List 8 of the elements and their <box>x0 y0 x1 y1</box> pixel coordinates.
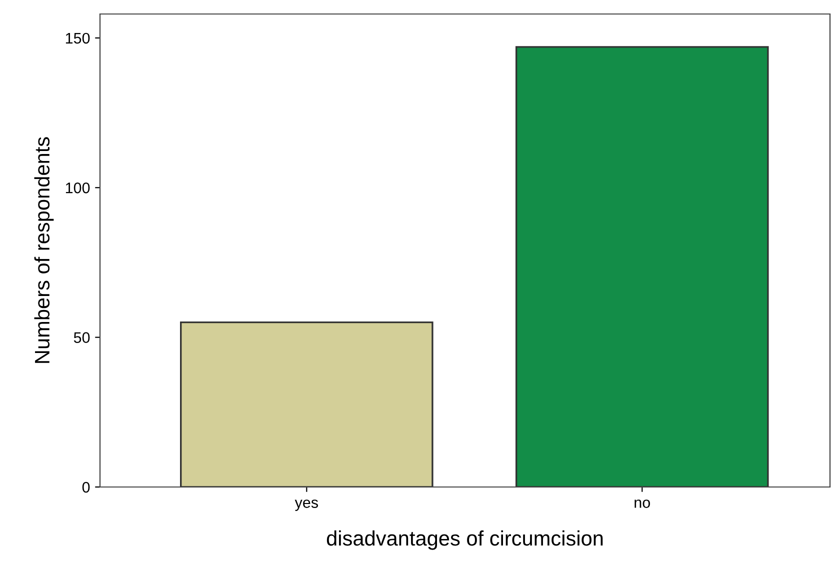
y-tick-label: 100 <box>66 182 90 194</box>
y-axis-title: Numbers of respondents <box>34 137 54 363</box>
y-tick-label: 0 <box>82 482 90 493</box>
y-tick-label: 50 <box>74 332 90 344</box>
x-tick-label: no <box>634 500 650 508</box>
x-axis-title: disadvantages of circumcision <box>326 530 603 550</box>
y-tick-label: 150 <box>66 32 90 44</box>
x-tick-label: yes <box>294 500 318 511</box>
